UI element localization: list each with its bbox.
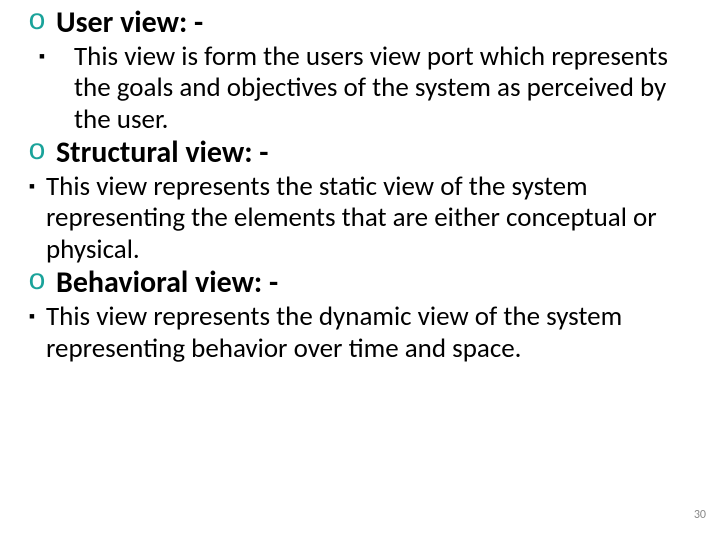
heading-row: o User view: - (18, 6, 702, 41)
body-row: ▪ This view represents the dynamic view … (18, 301, 702, 365)
body-text: This view represents the dynamic view of… (46, 301, 702, 365)
slide: o User view: - ▪ This view is form the u… (0, 0, 720, 540)
circle-bullet-icon: o (18, 136, 56, 169)
square-bullet-icon: ▪ (18, 171, 46, 199)
heading-text: User view: - (56, 6, 203, 41)
heading-text: Structural view: - (56, 136, 268, 171)
body-text: This view represents the static view of … (46, 171, 702, 267)
page-number: 30 (694, 508, 706, 522)
circle-bullet-icon: o (18, 266, 56, 299)
square-bullet-icon: ▪ (18, 301, 46, 329)
heading-row: o Structural view: - (18, 136, 702, 171)
heading-row: o Behavioral view: - (18, 266, 702, 301)
circle-bullet-icon: o (18, 6, 56, 39)
body-row: ▪ This view represents the static view o… (18, 171, 702, 267)
heading-text: Behavioral view: - (56, 266, 278, 301)
body-row: ▪ This view is form the users view port … (18, 41, 702, 137)
square-bullet-icon: ▪ (28, 41, 56, 69)
body-text: This view is form the users view port wh… (56, 41, 702, 137)
